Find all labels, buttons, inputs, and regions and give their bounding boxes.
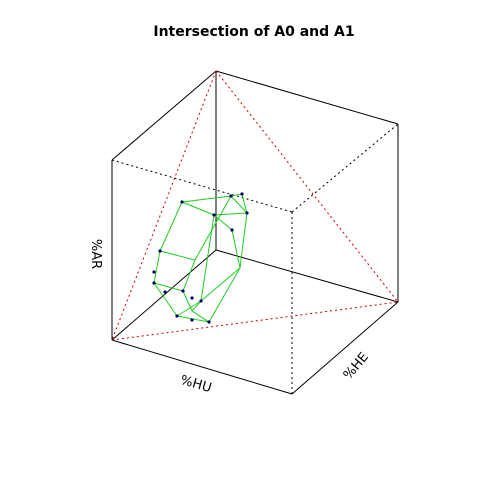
cube-edge	[111, 249, 217, 341]
cube	[111, 70, 399, 395]
polytope-edge	[241, 193, 248, 214]
polytope-edge	[230, 193, 243, 197]
polytope-vertex	[181, 289, 185, 293]
cube-edge	[111, 70, 217, 161]
simplex-edge	[111, 70, 217, 341]
simplex-edge	[215, 70, 399, 303]
polytope-vertex	[163, 290, 167, 294]
polytope-vertex	[190, 318, 194, 322]
polytope-vertex	[199, 299, 203, 303]
intersection-polytope	[153, 193, 248, 323]
cube-edge	[215, 70, 399, 125]
cube-edge-dotted	[111, 159, 293, 213]
polytope-vertex	[152, 281, 156, 285]
axis-label-z: %AR	[88, 239, 103, 269]
cube-edge-dotted	[291, 123, 399, 213]
polytope-vertex	[180, 200, 184, 204]
polytope-edge	[191, 300, 202, 312]
cube-edge	[291, 301, 399, 395]
polytope-edge	[213, 212, 248, 216]
polytope-edge	[231, 229, 241, 269]
polytope-vertices	[152, 192, 249, 324]
polytope-vertex	[240, 192, 244, 196]
polytope-edge	[213, 214, 233, 231]
polytope-vertex	[230, 228, 234, 232]
polytope-vertex	[190, 296, 194, 300]
polytope-face	[182, 195, 248, 323]
polytope-vertex	[207, 320, 211, 324]
plot-title: Intersection of A0 and A1	[153, 24, 354, 40]
simplex	[111, 70, 399, 341]
polytope-vertex	[229, 194, 233, 198]
polytope-vertex	[245, 211, 249, 215]
polytope-edge	[153, 282, 184, 292]
axis-label-y: %HE	[341, 350, 372, 383]
polytope-edge	[200, 267, 241, 302]
axis-label-x: %HU	[179, 373, 214, 396]
polytope-vertex	[152, 270, 156, 274]
polytope-vertex	[212, 213, 216, 217]
polytope-vertex	[175, 314, 179, 318]
simplex-edge	[111, 301, 399, 341]
polytope-edge	[159, 250, 196, 261]
polytope-edge	[181, 195, 232, 203]
polytope-vertex	[158, 249, 162, 253]
cube-edge	[215, 249, 399, 303]
cube-edge	[111, 339, 293, 395]
